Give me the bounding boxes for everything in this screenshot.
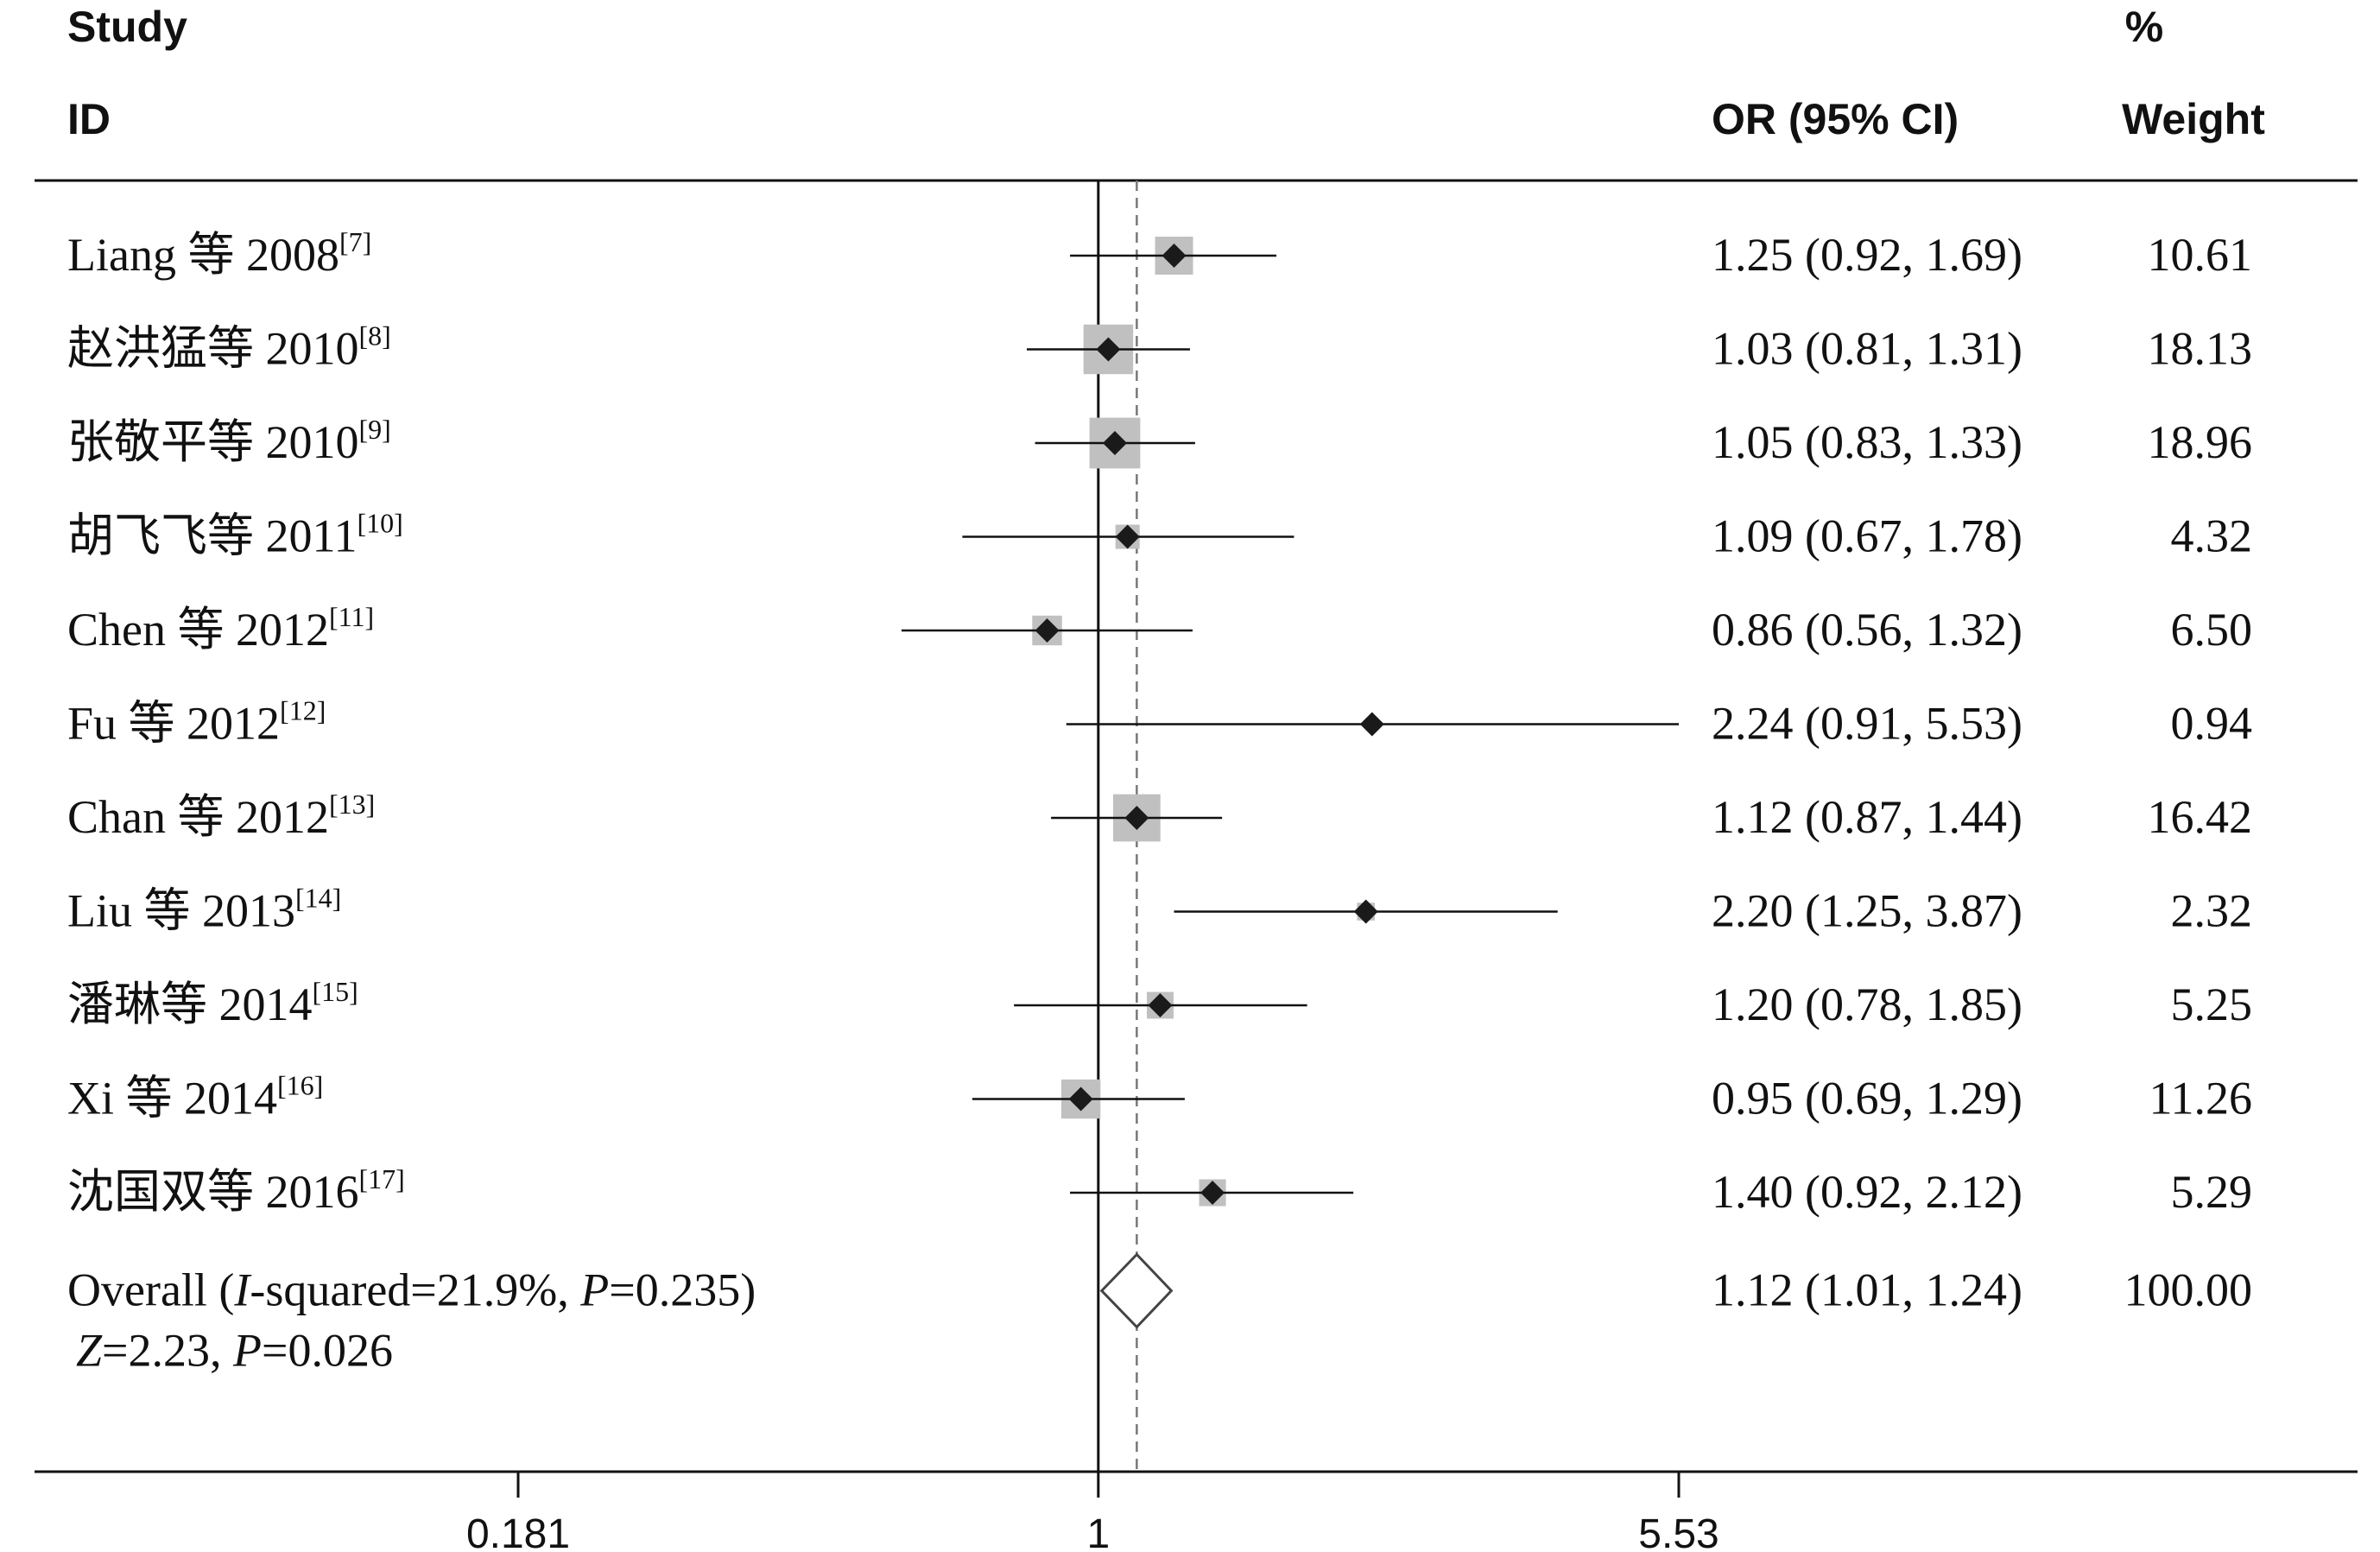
study-name: 沈国双等 2016 [67,1166,359,1218]
point-estimate [1035,618,1060,643]
study-ref: [15] [313,976,358,1007]
weight-value: 10.61 [2148,229,2253,281]
study-name: Chan 等 2012 [67,791,329,843]
point-estimate [1162,244,1187,268]
x-tick-label: 0.181 [466,1511,570,1552]
point-estimate [1068,1086,1093,1112]
study-name: Liang 等 2008 [67,229,339,281]
study-ref: [11] [329,601,374,632]
study-ref: [10] [358,508,403,539]
weight-value: 6.50 [2171,604,2253,656]
or-ci-value: 1.12 (0.87, 1.44) [1712,791,2022,843]
or-ci-value: 1.20 (0.78, 1.85) [1712,979,2022,1030]
weight-value: 4.32 [2171,510,2253,562]
header-id: ID [67,95,111,143]
x-axis: 0.181 1 5.53 [466,1472,1719,1552]
overall-test-label: Z=2.23, P=0.026 [76,1325,393,1377]
overall-text: =0.235) [609,1264,756,1316]
point-estimate [1096,337,1121,362]
or-ci-value: 1.05 (0.83, 1.33) [1712,416,2022,468]
point-estimate [1124,806,1149,830]
study-label: Chan 等 2012[13] [67,789,375,843]
study-ref: [9] [359,414,391,445]
x-tick-label: 5.53 [1638,1511,1719,1552]
weight-value: 16.42 [2148,791,2253,843]
overall-z-italic: Z [76,1325,103,1377]
study-label: Chen 等 2012[11] [67,601,374,656]
weight-value: 5.25 [2171,979,2253,1030]
study-name: 张敬平等 2010 [67,416,359,468]
chart-rows: Liang 等 2008[7] 1.25 (0.92, 1.69) 10.61 赵洪猛… [67,226,2252,1377]
overall-text: =0.026 [262,1325,393,1377]
weight-value: 18.96 [2148,416,2253,468]
overall-text: Overall ( [67,1264,234,1316]
overall-or-ci-value: 1.12 (1.01, 1.24) [1712,1264,2022,1316]
overall-label: Overall (I-squared=21.9%, P=0.235) [67,1264,756,1316]
study-name: Xi 等 2014 [67,1073,277,1124]
study-name: Liu 等 2013 [67,885,295,937]
study-name: Fu 等 2012 [67,698,280,750]
study-ref: [12] [280,695,326,726]
x-tick-label: 1 [1086,1511,1110,1552]
overall-weight-value: 100.00 [2124,1264,2253,1316]
study-label: 潘琳等 2014[15] [67,976,358,1030]
weight-value: 18.13 [2148,323,2253,375]
overall-diamond [1099,1252,1174,1329]
point-estimate [1102,431,1127,455]
or-ci-value: 0.86 (0.56, 1.32) [1712,604,2022,656]
point-estimate [1353,899,1378,924]
header-or-ci: OR (95% CI) [1712,95,1959,143]
study-label: Liu 等 2013[14] [67,883,341,937]
header-study: Study [67,3,187,51]
or-ci-value: 1.25 (0.92, 1.69) [1712,229,2022,281]
chart-marks [901,181,1679,1472]
point-estimate [1359,712,1384,737]
study-ref: [17] [359,1163,405,1194]
or-ci-value: 1.40 (0.92, 2.12) [1712,1166,2022,1218]
weight-value: 2.32 [2171,885,2253,937]
study-label: Fu 等 2012[12] [67,695,326,750]
or-ci-value: 1.03 (0.81, 1.31) [1712,323,2022,375]
study-name: Chen 等 2012 [67,604,329,656]
study-label: 沈国双等 2016[17] [67,1163,405,1218]
overall-text: =2.23, [102,1325,233,1377]
study-ref: [7] [339,226,371,257]
study-ref: [13] [329,789,375,820]
point-estimate [1200,1181,1225,1205]
or-ci-value: 2.24 (0.91, 5.53) [1712,698,2022,750]
study-name: 胡飞飞等 2011 [67,510,358,562]
study-ref: [16] [277,1070,323,1101]
study-ref: [14] [295,883,341,914]
overall-p-italic: P [232,1325,262,1377]
study-label: 胡飞飞等 2011[10] [67,508,403,562]
or-ci-value: 0.95 (0.69, 1.29) [1712,1073,2022,1124]
point-estimate [1115,524,1140,549]
study-label: 张敬平等 2010[9] [67,414,391,468]
weight-value: 11.26 [2149,1073,2253,1124]
study-label: Liang 等 2008[7] [67,226,371,281]
study-label: 赵洪猛等 2010[8] [67,320,391,375]
point-estimate [1148,993,1173,1017]
overall-i-italic: I [233,1264,252,1316]
weight-value: 0.94 [2171,698,2253,750]
study-ref: [8] [359,320,391,352]
study-name: 赵洪猛等 2010 [67,323,359,375]
or-ci-value: 1.09 (0.67, 1.78) [1712,510,2022,562]
header-percent: % [2125,3,2163,51]
overall-text: -squared=21.9%, [250,1264,580,1316]
header-weight: Weight [2122,95,2265,143]
or-ci-value: 2.20 (1.25, 3.87) [1712,885,2022,937]
study-label: Xi 等 2014[16] [67,1070,323,1124]
overall-p-italic: P [579,1264,609,1316]
weight-value: 5.29 [2171,1166,2253,1218]
study-name: 潘琳等 2014 [67,979,313,1030]
